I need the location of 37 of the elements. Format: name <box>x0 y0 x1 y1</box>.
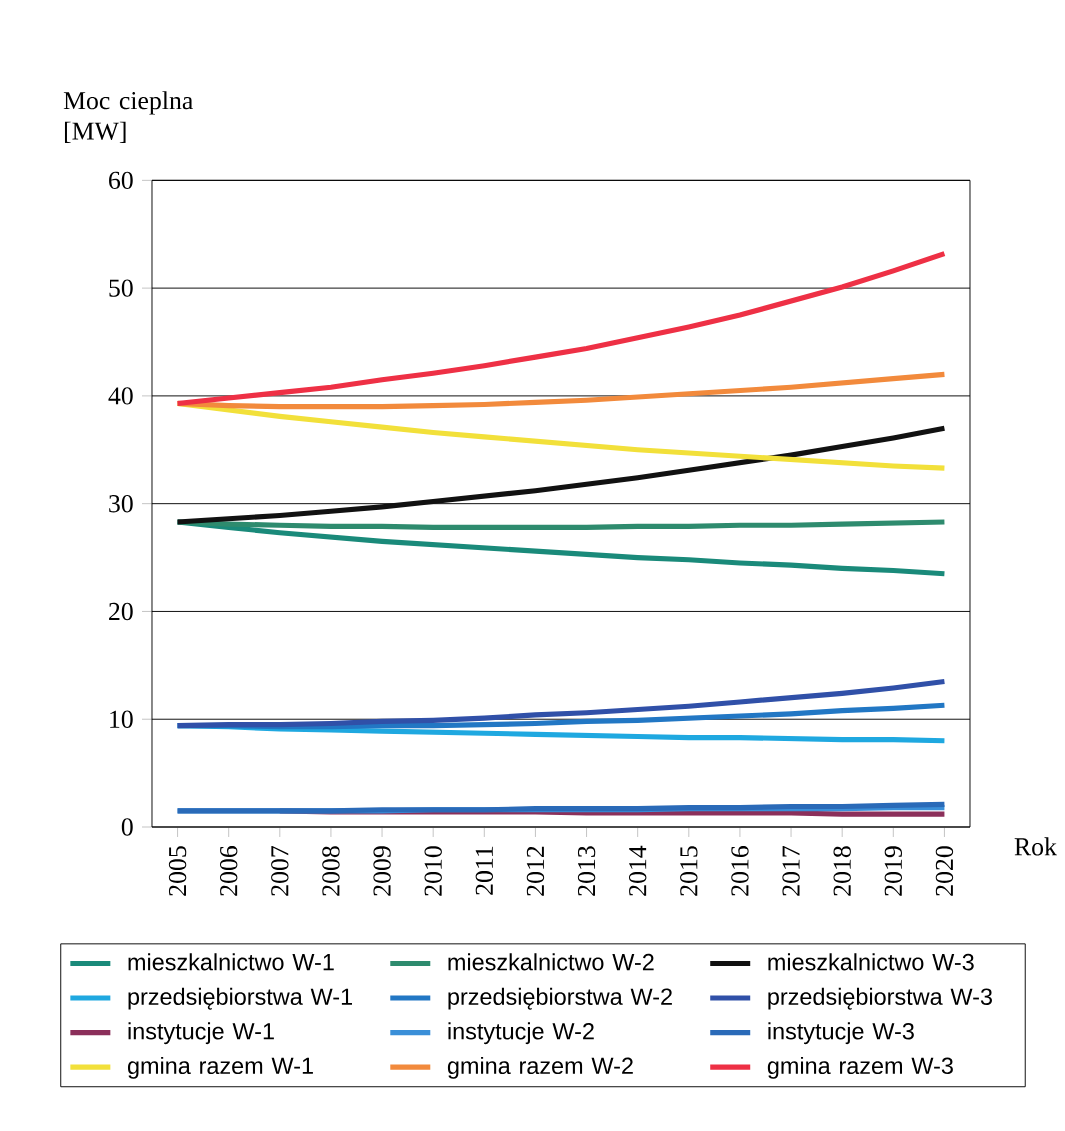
legend-label: gmina razem W-2 <box>448 1056 633 1079</box>
legend-label: instytucje W-2 <box>448 1022 594 1045</box>
x-tick-label: 2007 <box>271 846 289 896</box>
legend-label: instytucje W-1 <box>128 1022 275 1045</box>
legend-label: przedsiębiorstwa W-3 <box>768 987 993 1010</box>
x-tick-label: 2018 <box>833 846 852 896</box>
legend-label: przedsiębiorstwa W-2 <box>448 987 673 1010</box>
x-tick-label: 2019 <box>884 846 903 896</box>
x-tick-label: 2020 <box>935 846 954 896</box>
legend-label: mieszkalnictwo W-2 <box>448 953 654 971</box>
x-tick-label: 2005 <box>169 846 187 896</box>
x-tick-label: 2009 <box>373 846 391 896</box>
y-tick-label: 20 <box>109 602 133 621</box>
legend-label: instytucje W-3 <box>768 1022 914 1045</box>
x-tick-label: 2006 <box>220 846 238 896</box>
legend-label: mieszkalnictwo W-1 <box>128 953 334 971</box>
legend-label: gmina razem W-1 <box>128 1056 314 1079</box>
x-tick-label: 2010 <box>424 846 443 896</box>
x-tick-label: 2016 <box>731 846 749 896</box>
y-tick-label: 30 <box>109 494 133 513</box>
x-tick-label: 2011 <box>475 846 494 895</box>
y-axis-title: Moc cieplna [MW] <box>63 91 194 143</box>
x-tick-label: 2014 <box>629 845 647 896</box>
legend-label: mieszkalnictwo W-3 <box>768 953 974 971</box>
x-axis-title: Rok <box>1014 837 1058 856</box>
x-tick-label: 2013 <box>578 846 596 896</box>
x-tick-label: 2012 <box>526 846 545 896</box>
legend-label: przedsiębiorstwa W-1 <box>128 987 353 1010</box>
y-tick-label: 60 <box>109 171 133 190</box>
y-tick-label: 50 <box>109 279 133 297</box>
y-tick-label: 40 <box>108 387 133 405</box>
x-tick-label: 2017 <box>782 846 800 896</box>
y-tick-label: 10 <box>110 710 133 728</box>
x-tick-label: 2008 <box>322 846 340 896</box>
legend-label: gmina razem W-3 <box>767 1056 954 1079</box>
y-tick-label: 0 <box>121 818 133 836</box>
x-tick-label: 2015 <box>680 846 698 896</box>
